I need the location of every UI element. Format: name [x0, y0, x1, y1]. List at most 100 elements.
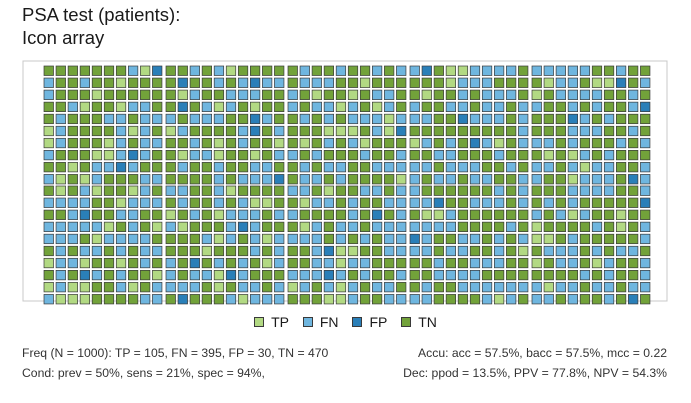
icon-tn — [311, 209, 322, 220]
icon-tn — [67, 65, 78, 76]
icon-tn — [506, 125, 517, 137]
icon-fn — [396, 245, 407, 257]
icon-tn — [128, 137, 139, 149]
icon-fn — [615, 137, 627, 149]
icon-fn — [165, 221, 176, 232]
icon-fn — [445, 174, 456, 185]
icon-fn — [603, 162, 615, 173]
icon-fn — [359, 233, 371, 245]
icon-tn — [628, 150, 639, 161]
icon-fn — [531, 162, 542, 173]
icon-tn — [213, 89, 225, 100]
icon-fn — [43, 221, 54, 232]
icon-fp — [567, 113, 579, 125]
icon-tn — [506, 174, 517, 185]
icon-fn — [274, 294, 285, 305]
icon-tn — [628, 162, 639, 173]
icon-tn — [250, 137, 261, 149]
icon-tn — [640, 209, 651, 220]
icon-tn — [359, 221, 371, 232]
icon-tn — [359, 174, 371, 185]
icon-tn — [615, 294, 627, 305]
icon-tn — [457, 174, 469, 185]
icon-tn — [531, 245, 542, 257]
icon-tp — [165, 209, 176, 220]
icon-tn — [469, 150, 481, 161]
icon-fn — [628, 125, 639, 137]
icon-tn — [433, 125, 444, 137]
icon-tn — [201, 89, 212, 100]
icon-fn — [140, 233, 151, 245]
icon-fp — [79, 270, 91, 281]
icon-fn — [311, 245, 322, 257]
icon-fn — [103, 162, 115, 173]
icon-fn — [396, 233, 407, 245]
icon-tn — [67, 89, 78, 100]
icon-tn — [445, 294, 456, 305]
icon-tn — [115, 294, 127, 305]
icon-tn — [628, 197, 639, 208]
icon-tn — [603, 101, 615, 113]
icon-tn — [347, 185, 359, 196]
icon-fn — [457, 101, 469, 113]
icon-fn — [518, 233, 529, 245]
icon-tn — [323, 174, 334, 185]
icon-fn — [140, 174, 151, 185]
icon-fn — [506, 221, 517, 232]
icon-tn — [250, 185, 261, 196]
icon-tp — [299, 137, 310, 149]
icon-fn — [591, 185, 603, 196]
icon-tn — [152, 233, 163, 245]
icon-tn — [628, 137, 639, 149]
icon-tn — [421, 257, 432, 269]
icon-fn — [128, 197, 139, 208]
icon-tn — [347, 270, 359, 281]
icon-fn — [384, 101, 395, 113]
icon-tn — [409, 150, 420, 161]
icon-fn — [250, 294, 261, 305]
icon-tn — [177, 233, 188, 245]
icon-tn — [152, 77, 163, 88]
icon-tn — [579, 233, 591, 245]
icon-fn — [372, 113, 383, 125]
icon-fn — [409, 162, 420, 173]
icon-tn — [531, 150, 542, 161]
icon-fn — [640, 282, 651, 293]
icon-tn — [591, 65, 603, 76]
icon-tn — [311, 185, 322, 196]
icon-tn — [201, 221, 212, 232]
icon-tn — [433, 162, 444, 173]
icon-fn — [567, 65, 579, 76]
icon-tp — [615, 221, 627, 232]
icon-tn — [91, 282, 103, 293]
icon-tn — [433, 282, 444, 293]
icon-tp — [213, 209, 225, 220]
icon-tn — [189, 185, 200, 196]
icon-tn — [225, 197, 237, 208]
icon-tn — [287, 113, 298, 125]
icon-tp — [213, 137, 225, 149]
icon-tn — [579, 101, 591, 113]
icon-fn — [115, 125, 127, 137]
icon-fp — [628, 294, 639, 305]
icon-tn — [91, 65, 103, 76]
icon-tn — [299, 89, 310, 100]
icon-fn — [237, 197, 249, 208]
icon-tn — [287, 221, 298, 232]
icon-fn — [409, 174, 420, 185]
icon-fn — [237, 282, 249, 293]
icon-fp — [433, 197, 444, 208]
icon-tn — [506, 113, 517, 125]
icon-fn — [591, 174, 603, 185]
icon-tn — [287, 162, 298, 173]
icon-fp — [177, 101, 188, 113]
icon-fn — [299, 65, 310, 76]
icon-tn — [372, 270, 383, 281]
icon-fn — [225, 89, 237, 100]
icon-tn — [457, 150, 469, 161]
icon-fn — [469, 162, 481, 173]
icon-tn — [555, 125, 566, 137]
icon-tp — [396, 174, 407, 185]
icon-tn — [531, 125, 542, 137]
icon-fn — [165, 270, 176, 281]
